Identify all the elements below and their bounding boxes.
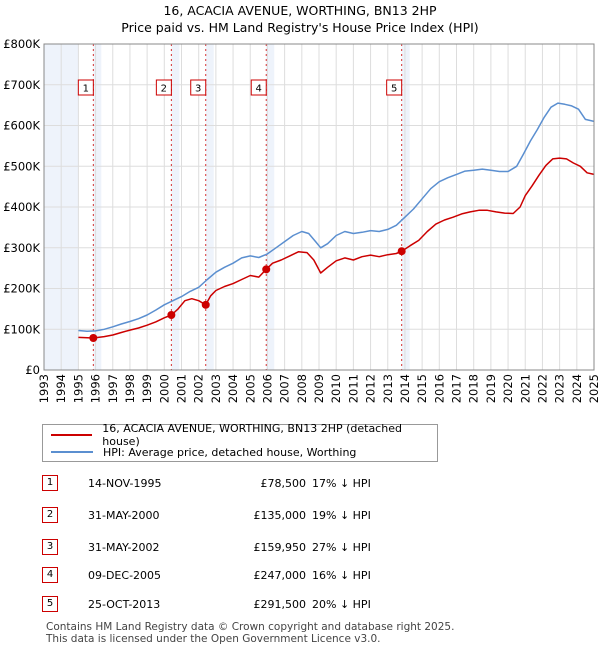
sale-number-label: 5: [391, 84, 397, 95]
x-tick-label: 1997: [106, 374, 120, 403]
x-tick-label: 2005: [243, 374, 257, 403]
sale-number-label: 4: [256, 84, 262, 95]
x-tick-label: 2007: [278, 374, 292, 403]
x-tick-label: 2008: [295, 374, 309, 403]
legend-line-property: [51, 434, 93, 436]
sale-number-badge: 2: [42, 507, 58, 523]
sale-price: £78,500: [260, 477, 307, 490]
legend-label-hpi: HPI: Average price, detached house, Wort…: [103, 445, 357, 459]
sale-hpi-diff: 17% ↓ HPI: [312, 477, 371, 490]
x-tick-label: 2018: [467, 374, 481, 403]
sale-row: 3 31-MAY-2002 £159,950 27% ↓ HPI: [42, 539, 462, 557]
x-tick-label: 2000: [157, 374, 171, 403]
x-tick-label: 1999: [140, 374, 154, 403]
sale-row: 2 31-MAY-2000 £135,000 19% ↓ HPI: [42, 507, 462, 525]
x-tick-label: 2020: [501, 374, 515, 403]
hpi-line: [78, 102, 595, 333]
legend-item-hpi: HPI: Average price, detached house, Wort…: [51, 444, 356, 460]
x-tick-label: 2010: [329, 374, 343, 403]
sale-row: 4 09-DEC-2005 £247,000 16% ↓ HPI: [42, 567, 462, 585]
sale-price: £291,500: [253, 598, 307, 611]
x-tick-label: 2014: [398, 374, 412, 403]
footer: Contains HM Land Registry data © Crown c…: [46, 621, 454, 645]
y-tick-label: £600K: [3, 119, 40, 133]
y-tick-label: £700K: [3, 78, 40, 92]
x-tick-label: 1993: [37, 374, 51, 403]
x-tick-label: 2023: [553, 374, 567, 403]
x-tick-label: 2022: [535, 374, 549, 403]
footer-licence: This data is licensed under the Open Gov…: [46, 633, 381, 645]
x-tick-label: 2006: [260, 374, 274, 403]
sale-row: 5 25-OCT-2013 £291,500 20% ↓ HPI: [42, 596, 462, 614]
sale-point: [167, 310, 176, 319]
x-tick-label: 2004: [226, 374, 240, 403]
sale-number-box: [190, 79, 207, 96]
y-tick-label: £200K: [3, 282, 40, 296]
y-tick-label: £100K: [3, 322, 40, 336]
property-price-line: [78, 157, 595, 339]
price-chart: £0 £100K £200K £300K £400K £500K £600K £700K £80…: [3, 37, 600, 403]
sale-number-box: [155, 79, 172, 96]
sale-date: 14-NOV-1995: [88, 477, 162, 490]
x-tick-label: 2019: [484, 374, 498, 403]
sale-hpi-diff: 20% ↓ HPI: [312, 598, 371, 611]
sale-hpi-diff: 16% ↓ HPI: [312, 569, 371, 582]
x-tick-label: 2024: [570, 374, 584, 403]
sale-date: 25-OCT-2013: [88, 598, 161, 611]
x-tick-label: 2012: [364, 374, 378, 403]
x-tick-label: 2011: [346, 374, 360, 403]
sale-number-badge: 5: [42, 596, 58, 612]
sale-price: £247,000: [253, 569, 307, 582]
sale-row: 1 14-NOV-1995 £78,500 17% ↓ HPI: [42, 475, 462, 493]
legend: 16, ACACIA AVENUE, WORTHING, BN13 2HP (d…: [42, 422, 438, 462]
y-tick-label: £800K: [3, 37, 40, 51]
sale-number-label: 1: [83, 84, 89, 95]
x-tick-label: 1996: [89, 374, 103, 403]
x-tick-label: 2013: [381, 374, 395, 403]
x-tick-label: 2025: [587, 374, 600, 403]
sale-number-box: [250, 79, 267, 96]
sale-number-label: 3: [195, 84, 201, 95]
legend-line-hpi: [51, 451, 93, 453]
x-tick-label: 2009: [312, 374, 326, 403]
sale-number-badge: 1: [42, 475, 58, 491]
x-tick-label: 2021: [518, 374, 532, 403]
sale-number-box: [386, 79, 403, 96]
sale-point: [397, 247, 406, 256]
sale-number-label: 2: [161, 84, 167, 95]
sale-date: 31-MAY-2000: [88, 509, 160, 522]
x-tick-label: 1995: [71, 374, 85, 403]
sale-price: £135,000: [253, 509, 307, 522]
x-tick-label: 2015: [415, 374, 429, 403]
x-tick-label: 1994: [54, 374, 68, 403]
y-tick-label: £500K: [3, 159, 40, 173]
sale-price: £159,950: [253, 541, 307, 554]
x-tick-label: 1998: [123, 374, 137, 403]
sale-number-box: [77, 79, 94, 96]
sale-date: 09-DEC-2005: [88, 569, 162, 582]
chart-title-line2: Price paid vs. HM Land Registry's House …: [121, 20, 479, 35]
x-tick-label: 2001: [175, 374, 189, 403]
plot-frame: [43, 43, 595, 371]
sale-number-badge: 4: [42, 567, 58, 583]
y-tick-label: £400K: [3, 200, 40, 214]
sale-hpi-diff: 19% ↓ HPI: [312, 509, 371, 522]
x-tick-label: 2016: [432, 374, 446, 403]
sale-date: 31-MAY-2002: [88, 541, 160, 554]
chart-title-line1: 16, ACACIA AVENUE, WORTHING, BN13 2HP: [163, 3, 437, 18]
footer-copyright: Contains HM Land Registry data © Crown c…: [46, 621, 455, 633]
x-tick-label: 2003: [209, 374, 223, 403]
sale-point: [262, 265, 271, 274]
legend-item-property: 16, ACACIA AVENUE, WORTHING, BN13 2HP (d…: [51, 422, 437, 448]
sale-point: [89, 334, 98, 343]
sale-hpi-diff: 27% ↓ HPI: [312, 541, 371, 554]
sale-point: [201, 300, 210, 309]
legend-label-property: 16, ACACIA AVENUE, WORTHING, BN13 2HP (d…: [102, 422, 402, 448]
x-tick-label: 2002: [192, 374, 206, 403]
y-tick-label: £300K: [3, 241, 40, 255]
sale-number-badge: 3: [42, 539, 58, 555]
x-tick-label: 2017: [450, 374, 464, 403]
y-tick-label: £0: [25, 363, 40, 377]
